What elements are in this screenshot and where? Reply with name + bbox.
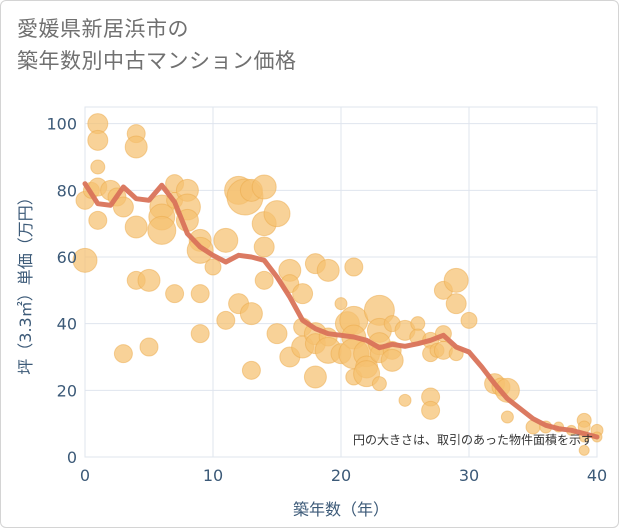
data-bubble [124,215,148,239]
x-tick-label: 0 [80,466,90,485]
data-bubble [239,302,263,326]
data-bubble [494,377,520,403]
data-bubble [87,129,109,151]
title-line-2: 築年数別中古マンション価格 [17,49,297,73]
data-bubble [241,360,261,380]
data-bubble [137,268,161,292]
data-bubble [371,376,387,392]
data-bubble [292,283,314,305]
x-axis-ticks: 0 10 20 30 40 [80,466,607,485]
y-axis-label: 坪（3.3㎡）単価（万円） [16,189,35,374]
data-bubble [266,323,288,345]
x-tick-label: 20 [331,466,351,485]
data-bubble [578,444,590,456]
average-price-line [82,181,600,440]
title-line-1: 愛媛県新居浜市の [17,17,189,41]
data-bubble [213,227,239,253]
bubble-size-note: 円の大きさは、取引のあった物件面積を示す [353,432,593,447]
data-bubble [90,159,106,175]
data-bubble [251,174,277,200]
data-bubble [124,135,148,159]
trend-line-layer [82,181,600,440]
data-bubble [88,210,108,230]
data-bubble [254,270,274,290]
data-bubble [303,365,327,389]
y-tick-label: 100 [46,115,77,134]
data-bubble [398,393,412,407]
data-bubble [113,344,133,364]
data-bubble [460,311,478,329]
y-tick-label: 20 [57,381,77,400]
data-bubble [253,236,275,258]
data-bubble [147,215,177,245]
data-bubble [190,284,210,304]
data-bubble [421,400,441,420]
y-axis-ticks: 0 20 40 60 80 100 [46,115,77,467]
y-tick-label: 60 [57,248,77,267]
data-bubble [316,258,340,282]
data-bubble [263,200,291,228]
data-bubble [165,284,185,304]
y-tick-label: 40 [57,315,77,334]
chart-title: 愛媛県新居浜市の 築年数別中古マンション価格 [17,13,297,77]
data-bubble [500,410,514,424]
data-bubble [344,257,364,277]
data-bubble [445,293,467,315]
data-bubble [204,258,222,276]
data-bubble [216,310,236,330]
data-bubble [334,297,348,311]
x-axis-label: 築年数（年） [293,500,389,519]
y-tick-label: 0 [67,448,77,467]
data-bubble [72,247,98,273]
data-bubble [139,337,159,357]
grid-lines [84,106,598,458]
x-tick-label: 10 [203,466,223,485]
data-bubble [190,324,210,344]
x-tick-label: 30 [459,466,479,485]
data-bubble [112,196,134,218]
data-bubble [443,267,469,293]
y-tick-label: 80 [57,181,77,200]
x-tick-label: 40 [587,466,607,485]
data-bubble [380,348,404,372]
bubble-layer [72,113,604,456]
